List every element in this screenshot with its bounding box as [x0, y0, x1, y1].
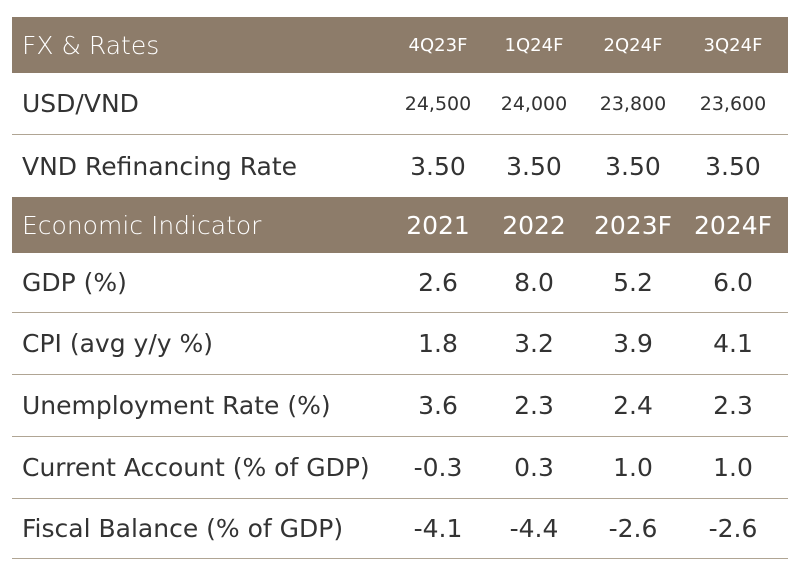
row-label: Unemployment Rate (%) [22, 391, 331, 420]
econ-col-header: 2023F [593, 210, 672, 240]
row-value: 2.4 [613, 391, 653, 420]
row-label: VND Refinancing Rate [22, 151, 298, 181]
economic-indicator-header-label: Economic Indicator [22, 210, 262, 240]
row-value: 23,600 [699, 92, 767, 115]
economic-indicator-header-row: Economic Indicator 2021 2022 2023F 2024F [12, 197, 788, 253]
fx-col-header: 1Q24F [504, 34, 564, 56]
fx-col-header: 2Q24F [603, 34, 663, 56]
row-value: 2.3 [514, 391, 554, 420]
econ-row-fiscal-balance: Fiscal Balance (% of GDP) -4.1 -4.4 -2.6… [12, 499, 788, 559]
row-label: Current Account (% of GDP) [22, 453, 370, 482]
econ-row-current-account: Current Account (% of GDP) -0.3 0.3 1.0 … [12, 437, 788, 499]
row-value: 1.8 [418, 329, 458, 358]
forecast-table: FX & Rates 4Q23F 1Q24F 2Q24F 3Q24F USD/V… [12, 17, 788, 559]
econ-col-header: 2022 [502, 210, 566, 240]
row-value: -2.6 [708, 514, 758, 543]
row-value: 3.9 [613, 329, 653, 358]
row-value: 4.1 [713, 329, 753, 358]
econ-row-gdp: GDP (%) 2.6 8.0 5.2 6.0 [12, 253, 788, 313]
fx-col-header: 4Q23F [408, 34, 468, 56]
row-value: 3.50 [605, 151, 661, 181]
fx-rates-header-label: FX & Rates [22, 30, 160, 60]
row-label: Fiscal Balance (% of GDP) [22, 514, 344, 543]
row-value: 3.6 [418, 391, 458, 420]
row-value: 1.0 [613, 453, 653, 482]
row-value: 2.3 [713, 391, 753, 420]
row-label: USD/VND [22, 89, 139, 118]
fx-row-usd-vnd: USD/VND 24,500 24,000 23,800 23,600 [12, 73, 788, 135]
row-value: 3.50 [506, 151, 562, 181]
row-value: -4.4 [509, 514, 559, 543]
row-value: 3.50 [705, 151, 761, 181]
econ-col-header: 2021 [406, 210, 470, 240]
fx-row-refinancing-rate: VND Refinancing Rate 3.50 3.50 3.50 3.50 [12, 135, 788, 197]
row-value: 24,000 [500, 92, 568, 115]
row-label: CPI (avg y/y %) [22, 329, 214, 358]
row-value: 1.0 [713, 453, 753, 482]
row-value: 2.6 [418, 268, 458, 297]
row-value: -2.6 [608, 514, 658, 543]
row-value: 23,800 [599, 92, 667, 115]
row-value: 0.3 [514, 453, 554, 482]
fx-col-header: 3Q24F [703, 34, 763, 56]
row-value: 6.0 [713, 268, 753, 297]
row-value: 3.50 [410, 151, 466, 181]
row-value: 8.0 [514, 268, 554, 297]
row-value: -4.1 [413, 514, 463, 543]
row-value: 24,500 [404, 92, 472, 115]
row-value: -0.3 [413, 453, 463, 482]
row-label: GDP (%) [22, 268, 127, 297]
row-value: 3.2 [514, 329, 554, 358]
fx-rates-header-row: FX & Rates 4Q23F 1Q24F 2Q24F 3Q24F [12, 17, 788, 73]
econ-row-cpi: CPI (avg y/y %) 1.8 3.2 3.9 4.1 [12, 313, 788, 375]
row-value: 5.2 [613, 268, 653, 297]
econ-col-header: 2024F [693, 210, 772, 240]
econ-row-unemployment: Unemployment Rate (%) 3.6 2.3 2.4 2.3 [12, 375, 788, 437]
